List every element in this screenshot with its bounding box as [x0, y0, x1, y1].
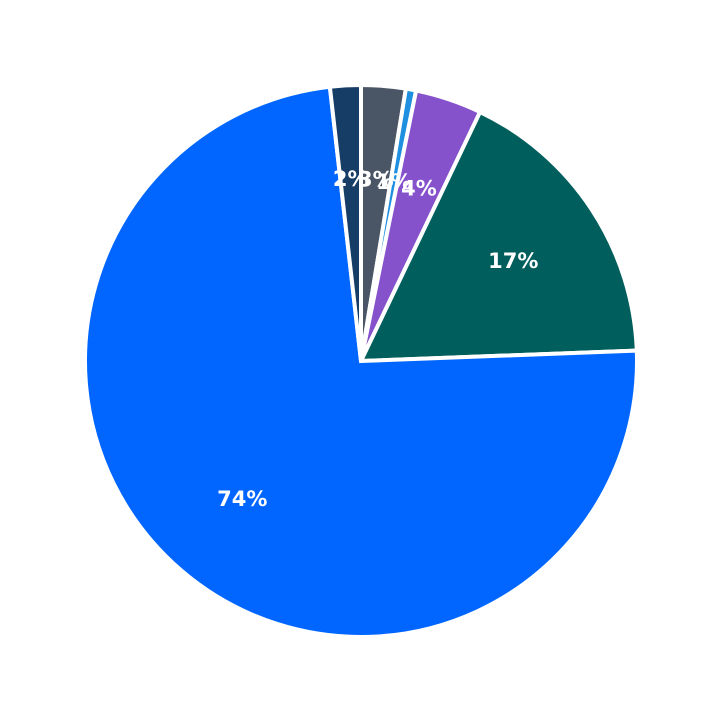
- pie-slice-4: [357, 109, 639, 364]
- pie-slice-label-6: 2%: [333, 167, 369, 191]
- pie-slice-label-5: 74%: [217, 487, 267, 511]
- pie-slice-6: [327, 82, 363, 362]
- pie-slice-label-3: 4%: [401, 176, 437, 200]
- pie-slice-label-1: 3%: [358, 167, 394, 191]
- pie-labels: 3%1%4% 17% 74% 2%: [217, 167, 538, 511]
- pie-slice-5: [83, 84, 639, 639]
- pie-slices: [83, 82, 639, 639]
- pie-slice-label-2: 1%: [376, 170, 412, 194]
- pie-slice-label-4: 17%: [488, 249, 538, 273]
